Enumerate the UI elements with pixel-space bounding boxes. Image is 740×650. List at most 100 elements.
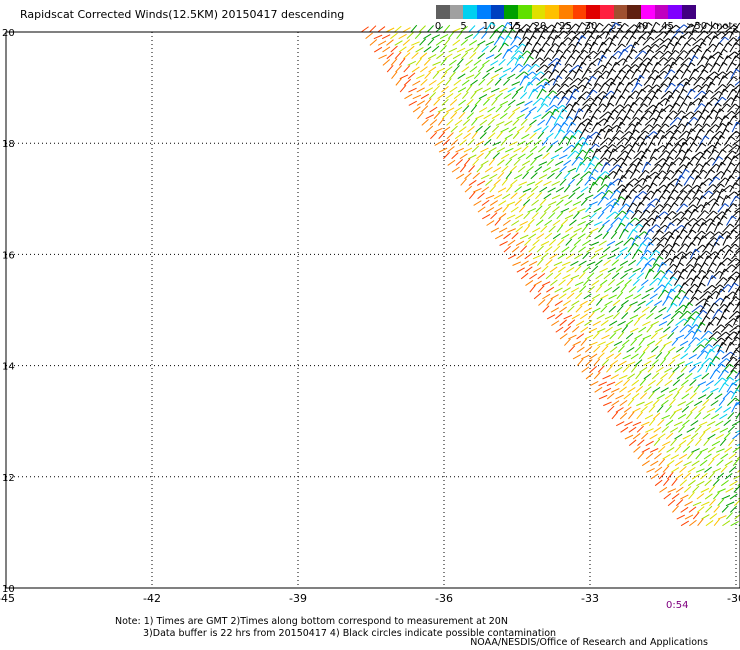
wind-barb (566, 135, 573, 146)
wind-barb-flag (677, 235, 683, 240)
wind-barb (494, 52, 502, 60)
wind-barb-flag (599, 22, 604, 27)
wind-barb-flag (571, 108, 577, 113)
wind-barb (732, 288, 739, 300)
wind-barb (377, 26, 386, 33)
wind-barb (685, 400, 694, 407)
wind-barb (519, 75, 526, 86)
wind-barb-flag (721, 188, 727, 193)
wind-barb (542, 152, 550, 160)
wind-barb-flag (638, 223, 644, 228)
wind-barb (705, 520, 714, 527)
wind-barb (360, 26, 369, 33)
wind-barb (559, 333, 568, 340)
wind-barb (576, 346, 585, 353)
wind-barb-flag (690, 88, 696, 93)
wind-barb (584, 194, 594, 200)
wind-barb (651, 345, 659, 353)
wind-barb-flag (710, 348, 715, 353)
wind-barb (669, 411, 676, 420)
wind-barb-flag (639, 136, 645, 141)
wind-barb-flag (730, 276, 736, 281)
wind-barb (669, 117, 678, 126)
wind-barb (635, 89, 643, 99)
wind-barb-flag (721, 161, 726, 166)
wind-barb-flag (735, 195, 740, 200)
wind-barb-flag (718, 42, 724, 47)
wind-barb-flag (645, 222, 651, 227)
wind-barb-flag (711, 284, 717, 289)
wind-barb (708, 485, 716, 493)
wind-barb (662, 326, 671, 333)
wind-barb (527, 77, 537, 86)
wind-barb (466, 112, 474, 120)
wind-barb (689, 222, 697, 233)
wind-barb (712, 337, 722, 346)
wind-barb (589, 212, 597, 220)
wind-barb-flag (554, 69, 560, 73)
wind-barb-flag (696, 44, 702, 49)
wind-barb (522, 41, 529, 53)
wind-barb (614, 352, 622, 360)
wind-barb-flag (670, 222, 675, 227)
wind-barb (461, 79, 470, 86)
wind-barb-flag (578, 156, 584, 161)
wind-barb (697, 222, 704, 233)
wind-barb (629, 157, 639, 166)
wind-barb (595, 273, 604, 280)
wind-barb (675, 334, 685, 340)
wind-barb (456, 47, 466, 53)
wind-barb (699, 135, 706, 146)
wind-barb (640, 96, 648, 106)
wind-barb (634, 177, 644, 186)
wind-barb (463, 158, 471, 166)
wind-barb (710, 102, 718, 113)
wind-barb-flag (622, 175, 627, 179)
wind-barb (628, 259, 636, 266)
wind-barb-flag (648, 61, 653, 66)
wind-barb (697, 235, 704, 246)
wind-barb (621, 183, 630, 193)
wind-barb (556, 211, 564, 220)
wind-barb (619, 89, 626, 99)
colorbar-swatch (449, 5, 464, 19)
wind-barb (676, 217, 685, 226)
colorbar-swatch (477, 5, 491, 19)
wind-barb (572, 41, 579, 53)
wind-barb (733, 22, 740, 33)
wind-barb (534, 154, 543, 160)
wind-barb (639, 366, 648, 373)
wind-barb (533, 139, 542, 146)
wind-barb-flag (717, 116, 723, 121)
wind-barb (451, 166, 460, 173)
wind-barb (617, 175, 623, 186)
wind-barb (467, 138, 475, 146)
wind-barb (589, 365, 598, 373)
wind-barb (588, 311, 595, 320)
wind-barb (597, 41, 604, 53)
wind-barb-flag (633, 101, 638, 106)
wind-barb (636, 130, 646, 140)
wind-barb (501, 165, 509, 173)
lon-tick-label: -33 (581, 592, 599, 605)
wind-barb-flag (535, 77, 541, 81)
wind-barb (523, 71, 533, 80)
wind-barb-flag (723, 75, 728, 80)
wind-barb (597, 55, 603, 66)
wind-barb (592, 307, 601, 313)
wind-barb (730, 378, 740, 387)
wind-barb (724, 175, 731, 186)
wind-barb-flag (504, 42, 509, 47)
wind-barb-flag (643, 217, 649, 222)
wind-barb (732, 432, 740, 440)
wind-barb-flag (690, 316, 696, 321)
wind-barb (603, 128, 610, 139)
wind-barb-flag (704, 210, 709, 214)
wind-barb (692, 204, 702, 213)
wind-barb (698, 123, 707, 133)
wind-barb (536, 233, 545, 240)
wind-barb (614, 58, 624, 66)
wind-barb (469, 52, 477, 60)
wind-barb-flag (686, 42, 691, 47)
wind-barb (696, 42, 703, 53)
